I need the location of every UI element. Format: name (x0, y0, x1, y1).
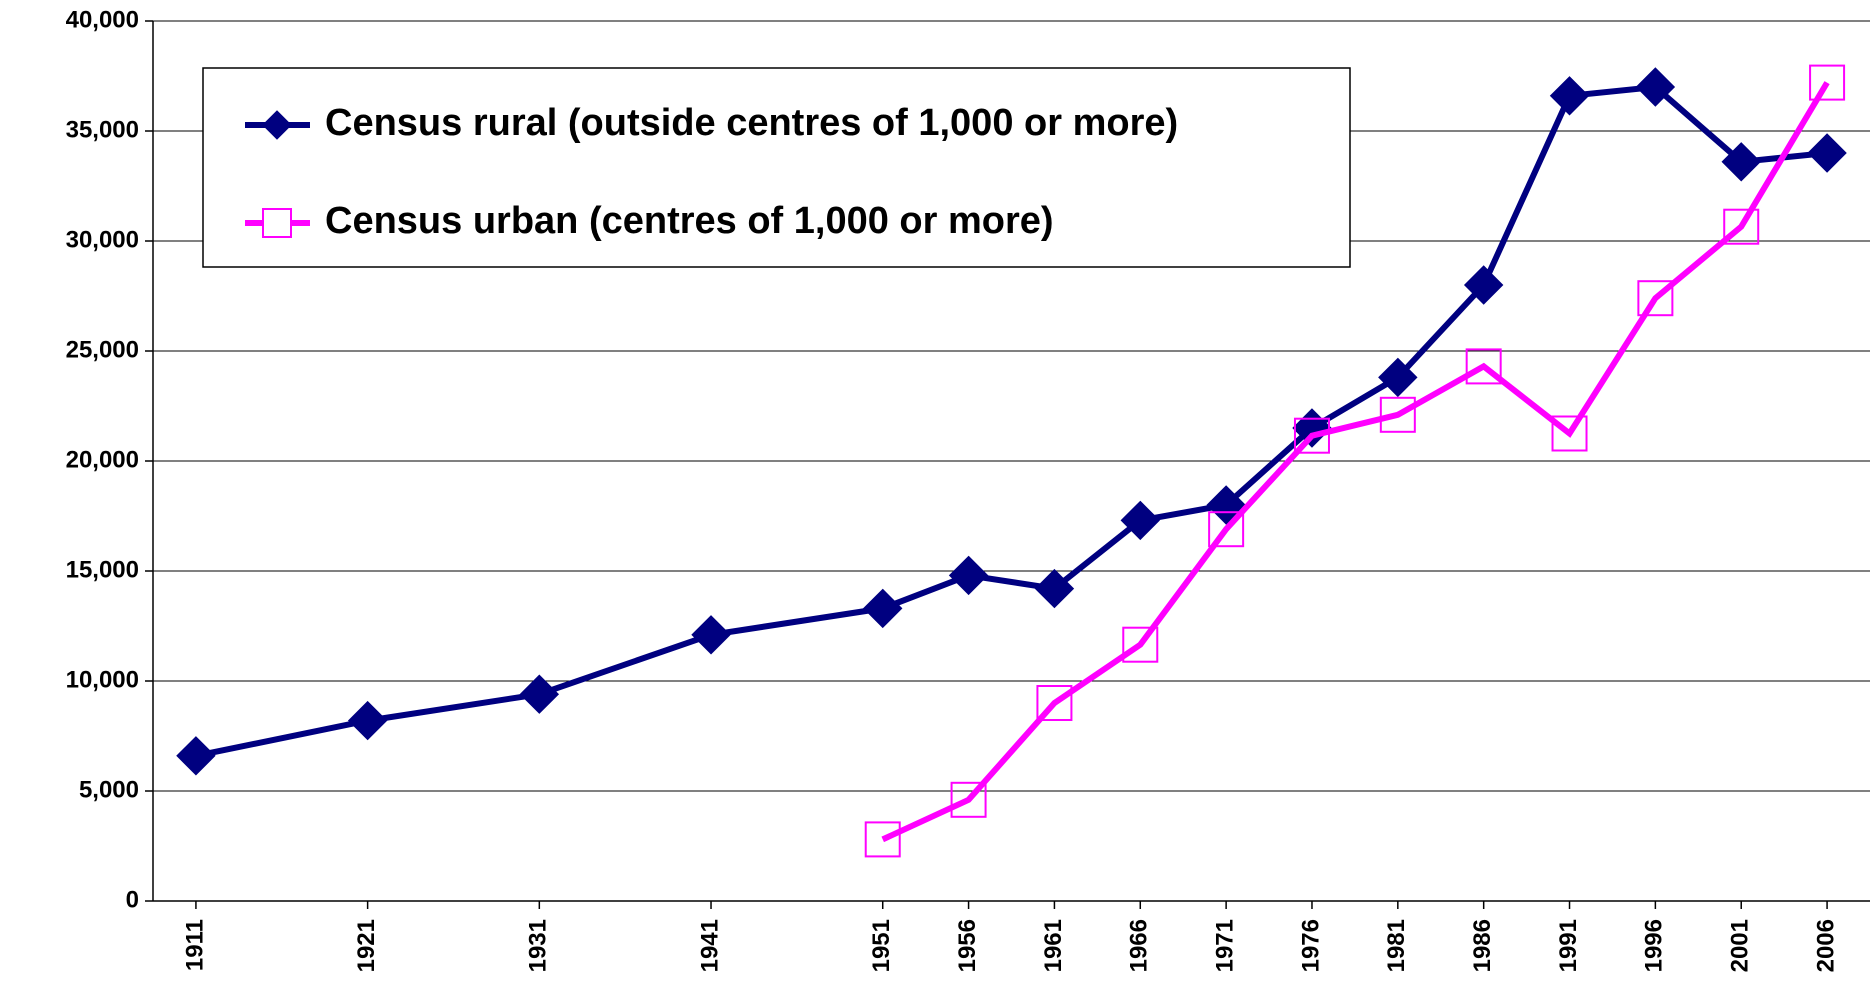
x-tick-label: 1931 (525, 919, 552, 972)
legend-box (202, 67, 1351, 268)
point-marker (1036, 685, 1073, 721)
point-marker (863, 588, 903, 629)
x-tick-label: 1911 (181, 919, 208, 971)
x-tick-label: 1986 (1469, 919, 1496, 972)
point-marker (519, 674, 560, 714)
y-tick-label: 10,000 (66, 666, 139, 693)
x-tick-label: 1976 (1297, 919, 1324, 972)
x-tick-label: 1996 (1641, 919, 1668, 972)
point-marker (1723, 208, 1760, 245)
point-marker (1293, 417, 1330, 454)
x-tick-label: 1981 (1383, 919, 1410, 972)
point-marker (1551, 415, 1588, 452)
x-tick-label: 2006 (1812, 919, 1839, 972)
y-tick-label: 25,000 (66, 336, 139, 363)
x-tick-label: 1971 (1211, 919, 1238, 972)
point-marker (1378, 357, 1418, 398)
legend: Census rural (outside centres of 1,000 o… (202, 67, 1351, 268)
point-marker (1463, 265, 1504, 305)
y-tick-label: 15,000 (66, 556, 139, 583)
point-marker (176, 736, 216, 776)
point-marker (1635, 67, 1676, 107)
point-marker (864, 821, 901, 858)
x-tick-label: 1991 (1555, 919, 1582, 972)
point-marker (948, 555, 989, 596)
y-tick-label: 5,000 (79, 776, 139, 803)
point-marker (1034, 568, 1075, 609)
legend-marker (262, 110, 292, 140)
legend-label: Census urban (centres of 1,000 or more) (325, 200, 1054, 242)
point-marker (1721, 142, 1761, 182)
point-marker (347, 700, 388, 741)
y-tick-label: 20,000 (66, 446, 139, 473)
y-tick-label: 0 (126, 886, 139, 913)
point-marker (691, 615, 731, 655)
x-tick-label: 1941 (696, 919, 723, 972)
x-tick-label: 1921 (353, 919, 380, 972)
point-marker (1637, 280, 1674, 317)
point-marker (1208, 511, 1245, 548)
y-tick-label: 30,000 (66, 226, 139, 253)
series-line (195, 83, 1828, 759)
point-marker (1465, 348, 1502, 385)
y-tick-label: 40,000 (66, 6, 139, 33)
point-marker (1809, 64, 1846, 101)
point-marker (1122, 626, 1159, 663)
x-tick-label: 1961 (1040, 919, 1067, 972)
point-marker (1379, 396, 1416, 433)
point-marker (1807, 133, 1847, 173)
legend-marker (262, 208, 292, 238)
x-tick-label: 1951 (868, 919, 895, 972)
x-tick-label: 1966 (1126, 919, 1153, 972)
legend-label: Census rural (outside centres of 1,000 o… (325, 102, 1178, 144)
x-tick-label: 2001 (1727, 919, 1754, 972)
point-marker (950, 781, 987, 818)
point-marker (1206, 485, 1246, 525)
x-tick-label: 1956 (954, 919, 981, 972)
point-marker (1120, 500, 1160, 541)
point-marker (1549, 76, 1590, 116)
y-tick-label: 35,000 (66, 116, 139, 143)
